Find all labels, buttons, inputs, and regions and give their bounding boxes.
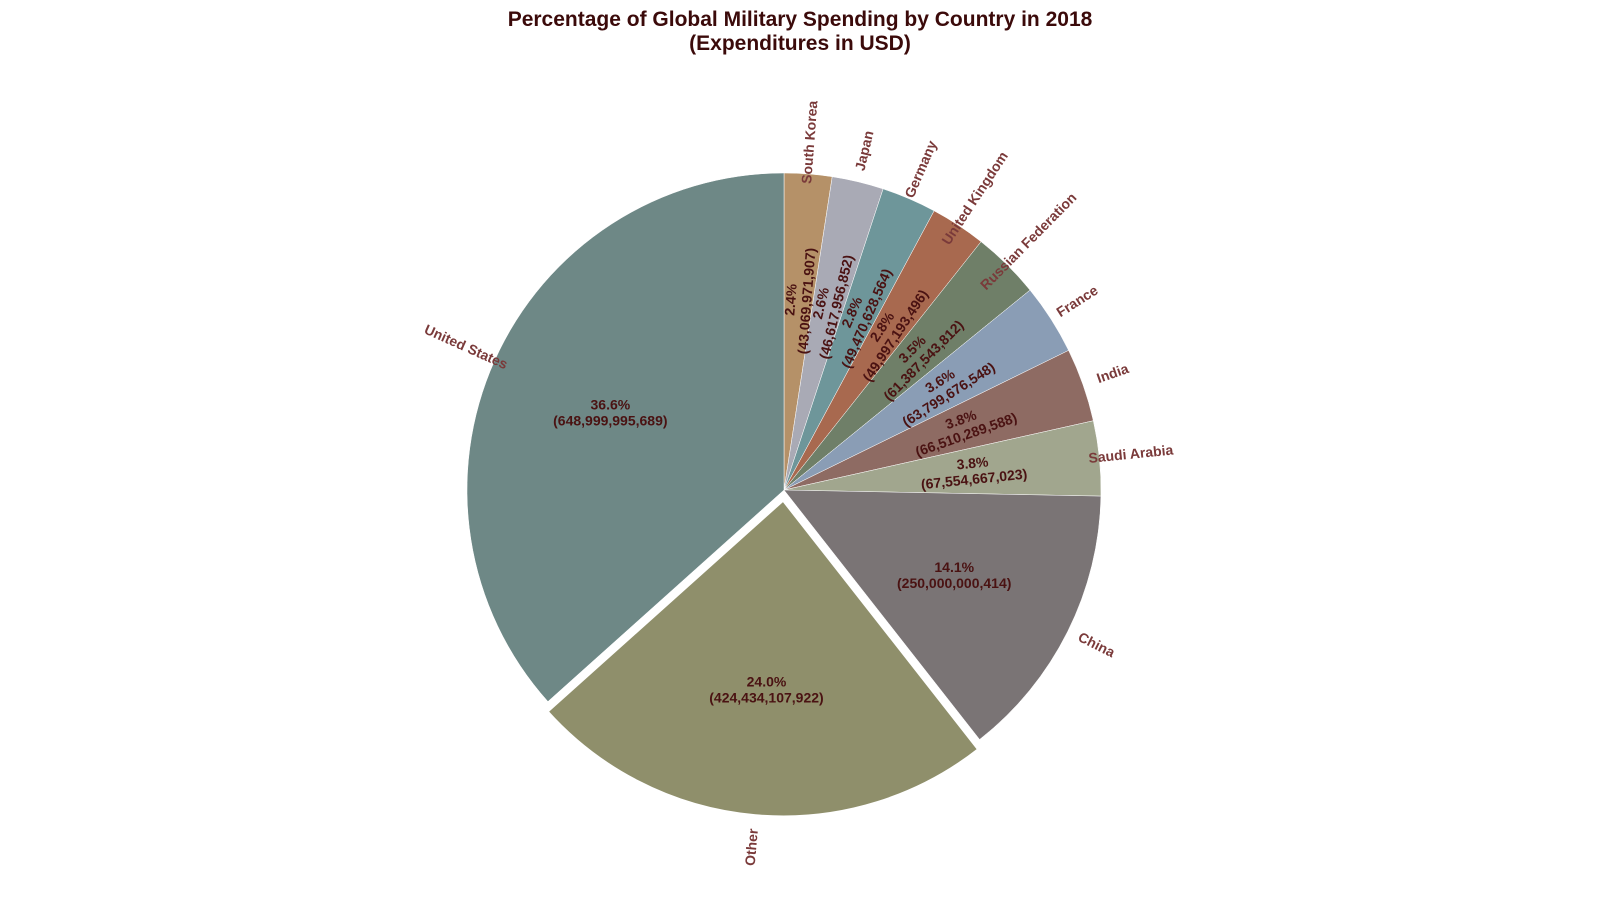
slice-value-label-other: 24.0% (424,434,107,922) xyxy=(709,673,823,705)
slice-value-label-china: 14.1% (250,000,000,414) xyxy=(897,559,1011,591)
chart-title-line-1: Percentage of Global Military Spending b… xyxy=(507,8,1093,31)
chart-title-line-2: (Expenditures in USD) xyxy=(689,32,911,55)
slice-label-united-kingdom: United Kingdom xyxy=(938,148,1011,247)
slice-percent-other: 24.0% xyxy=(747,673,787,689)
slice-amount-other: (424,434,107,922) xyxy=(709,689,823,705)
pie-slice-other xyxy=(544,497,981,819)
slice-label-south-korea: South Korea xyxy=(798,100,820,184)
slice-label-japan: Japan xyxy=(852,129,877,172)
slice-label-russian-federation: Russian Federation xyxy=(977,189,1080,293)
slice-label-france: France xyxy=(1053,282,1100,320)
slice-label-united-states: United States xyxy=(422,321,510,372)
slice-amount-china: (250,000,000,414) xyxy=(897,575,1011,591)
slice-percent-china: 14.1% xyxy=(934,559,974,575)
slice-percent-south-korea: 2.4% xyxy=(781,283,799,317)
pie-slices xyxy=(466,172,1102,819)
pie-slice-china xyxy=(783,489,1102,740)
slice-label-saudi-arabia: Saudi Arabia xyxy=(1088,441,1174,465)
pie-slice-united-states xyxy=(466,172,785,702)
slice-label-other: Other xyxy=(742,827,761,866)
slice-label-china: China xyxy=(1076,629,1118,661)
slice-percent-saudi-arabia: 3.8% xyxy=(956,453,990,472)
slice-label-india: India xyxy=(1094,360,1130,386)
chart-title: Percentage of Global Military Spending b… xyxy=(0,8,1600,56)
slice-percent-united-states: 36.6% xyxy=(590,396,630,412)
slice-percent-japan: 2.6% xyxy=(809,285,832,320)
slice-value-label-united-states: 36.6% (648,999,995,689) xyxy=(553,396,667,428)
slice-label-germany: Germany xyxy=(901,138,940,200)
slice-amount-united-states: (648,999,995,689) xyxy=(553,412,667,428)
